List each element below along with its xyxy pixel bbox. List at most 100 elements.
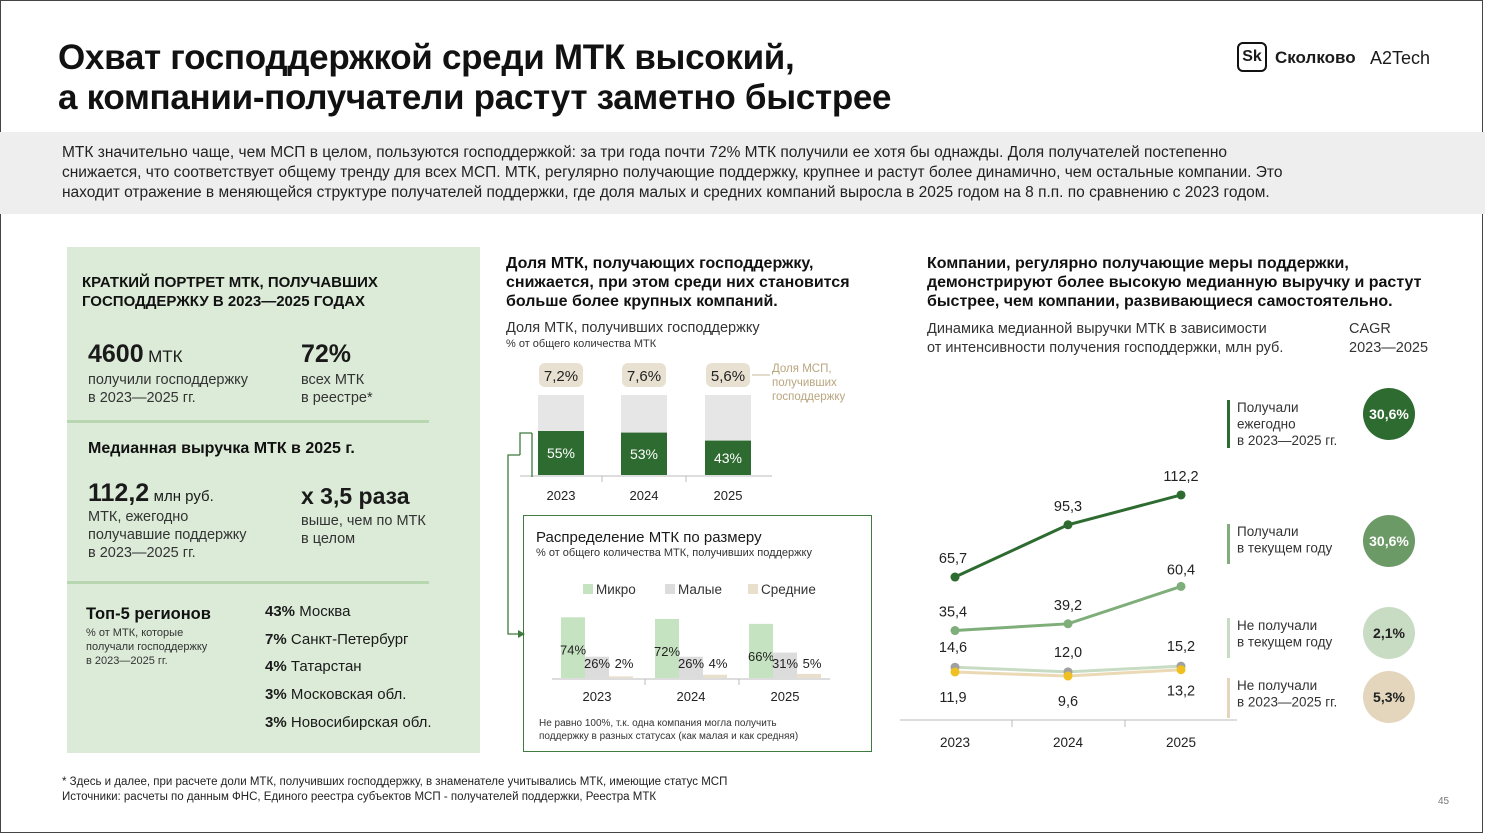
- legend-label: в текущем году: [1237, 541, 1332, 556]
- revenue-point: [1063, 619, 1073, 629]
- region-pct: 7%: [265, 631, 287, 648]
- revenue-x-tick: 2025: [1166, 735, 1196, 750]
- msp-share-label: 7,2%: [544, 368, 578, 385]
- revenue-point: [950, 572, 960, 582]
- legend-bar: [1227, 678, 1230, 718]
- stat-companies: 4600 МТК получили господдержку в 2023—20…: [88, 340, 248, 407]
- share-bar: [621, 432, 667, 475]
- stat-companies-value: 4600: [88, 340, 144, 368]
- legend-bar: [1227, 524, 1230, 564]
- right-heading-line: демонстрируют более высокую медианную вы…: [927, 274, 1422, 291]
- region-item: 3% Новосибирская обл.: [265, 714, 432, 742]
- legend-bar: [1227, 618, 1230, 658]
- middle-heading-line: больше более крупных компаний.: [506, 293, 778, 310]
- right-heading-line: быстрее, чем компании, развивающиеся сам…: [927, 293, 1393, 310]
- stat-desc-line: в 2023—2025 гг.: [88, 545, 196, 561]
- regions-sub: % от МТК, которые получали господдержку …: [86, 626, 207, 668]
- legend-label: Микро: [596, 582, 636, 597]
- region-item: 43% Москва: [265, 603, 432, 631]
- revenue-value-label: 15,2: [1167, 639, 1195, 655]
- msp-note-line: господдержку: [772, 391, 846, 403]
- share-chart: 55% 7,2% 2023 53% 7,6% 2024 43% 5,6% 2025: [520, 363, 772, 503]
- revenue-value-label: 112,2: [1163, 469, 1198, 485]
- cagr-label-line: CAGR: [1349, 321, 1391, 337]
- share-bar-label: 43%: [714, 450, 742, 466]
- cagr-value: 5,3%: [1373, 689, 1405, 705]
- legend-label: Средние: [761, 582, 816, 597]
- msp-share-badge: [622, 363, 666, 387]
- msp-share-label: 5,6%: [711, 368, 745, 385]
- revenue-point: [1063, 671, 1073, 681]
- connector-arrow: [507, 432, 533, 638]
- msp-note-line: получивших: [772, 377, 837, 389]
- size-bar-label: 31%: [772, 656, 798, 671]
- middle-heading-line: Доля МТК, получающих господдержку,: [506, 255, 814, 272]
- region-name: Татарстан: [290, 658, 362, 675]
- stat-desc-line: выше, чем по МТК: [301, 513, 426, 529]
- region-pct: 43%: [265, 603, 296, 620]
- middle-heading-line: снижается, при этом среди них становится: [506, 274, 850, 291]
- region-pct: 3%: [265, 714, 287, 731]
- revenue-value-label: 14,6: [939, 640, 967, 656]
- region-pct: 4%: [265, 658, 287, 675]
- portrait-heading: КРАТКИЙ ПОРТРЕТ МТК, ПОЛУЧАВШИХ ГОСПОДДЕ…: [82, 273, 378, 311]
- size-bar: [773, 652, 797, 678]
- legend-label: в текущем году: [1237, 635, 1332, 650]
- skolkovo-logo-icon: Sk: [1237, 42, 1267, 72]
- revenue-value-label: 39,2: [1054, 598, 1082, 614]
- revenue-x-tick: 2024: [1053, 735, 1084, 750]
- size-x-tick: 2023: [583, 689, 612, 704]
- region-item: 4% Татарстан: [265, 658, 432, 686]
- legend-label: в 2023—2025 гг.: [1237, 433, 1337, 448]
- size-bar: [797, 673, 821, 678]
- intro-text: МТК значительно чаще, чем МСП в целом, п…: [62, 143, 1442, 203]
- msp-share-badge: [706, 363, 750, 387]
- footnotes: * Здесь и далее, при расчете доли МТК, п…: [62, 775, 727, 805]
- size-bar: [749, 623, 773, 678]
- footnote-line: * Здесь и далее, при расчете доли МТК, п…: [62, 776, 728, 788]
- stat-desc-line: в 2023—2025 гг.: [88, 390, 196, 406]
- right-heading: Компании, регулярно получающие меры подд…: [927, 254, 1421, 311]
- region-name: Санкт-Петербург: [290, 631, 409, 648]
- msp-note: Доля МСП, получивших господдержку: [772, 362, 845, 404]
- share-chart-subtitle: Доля МТК, получивших господдержку: [506, 320, 760, 336]
- intro-band: [0, 132, 1485, 214]
- cagr-value: 2,1%: [1373, 625, 1405, 641]
- legend-label: Получали: [1237, 400, 1299, 415]
- cagr-value: 30,6%: [1369, 406, 1409, 422]
- cagr-circle: [1363, 607, 1415, 659]
- region-name: Московская обл.: [290, 686, 407, 703]
- revenue-point: [1176, 581, 1186, 591]
- revenue-value-label: 60,4: [1167, 562, 1195, 578]
- msp-note-line: Доля МСП,: [772, 363, 832, 375]
- legend-label: в 2023—2025 гг.: [1237, 695, 1337, 710]
- size-bar: [679, 656, 703, 678]
- size-bar-label: 72%: [654, 644, 680, 659]
- revenue-value-label: 35,4: [939, 605, 967, 621]
- stat-multiplier: х 3,5 раза выше, чем по МТК в целом: [301, 483, 426, 548]
- legend-bar: [1227, 400, 1230, 448]
- regions-list: 43% Москва 7% Санкт-Петербург 4% Татарст…: [265, 603, 432, 742]
- share-chart-unit: % от общего количества МТК: [506, 338, 657, 350]
- size-bar: [655, 618, 679, 678]
- right-heading-line: Компании, регулярно получающие меры подд…: [927, 255, 1349, 272]
- share-bar: [538, 431, 584, 475]
- region-pct: 3%: [265, 686, 287, 703]
- revenue-value-label: 11,9: [939, 690, 966, 706]
- distribution-sub: % от общего количества МТК, получивших п…: [536, 547, 812, 559]
- regions-sub-line: % от МТК, которые: [86, 627, 184, 639]
- size-bar-label: 2%: [615, 656, 634, 671]
- share-bar-label: 53%: [630, 446, 658, 462]
- size-bar: [703, 674, 727, 678]
- intro-line: снижается, что соответствует общему трен…: [62, 164, 1283, 181]
- size-bar-label: 26%: [584, 656, 610, 671]
- intro-line: МТК значительно чаще, чем МСП в целом, п…: [62, 144, 1228, 161]
- revenue-point: [1176, 490, 1186, 500]
- legend-swatch: [748, 584, 758, 594]
- portrait-panel: КРАТКИЙ ПОРТРЕТ МТК, ПОЛУЧАВШИХ ГОСПОДДЕ…: [67, 247, 480, 753]
- distribution-note: Не равно 100%, т.к. одна компания могла …: [539, 717, 798, 743]
- connector-line: [507, 432, 532, 635]
- cagr-circle: [1363, 515, 1415, 567]
- stat-desc-line: получавшие поддержку: [88, 527, 247, 543]
- stat-share-value: 72%: [301, 340, 352, 368]
